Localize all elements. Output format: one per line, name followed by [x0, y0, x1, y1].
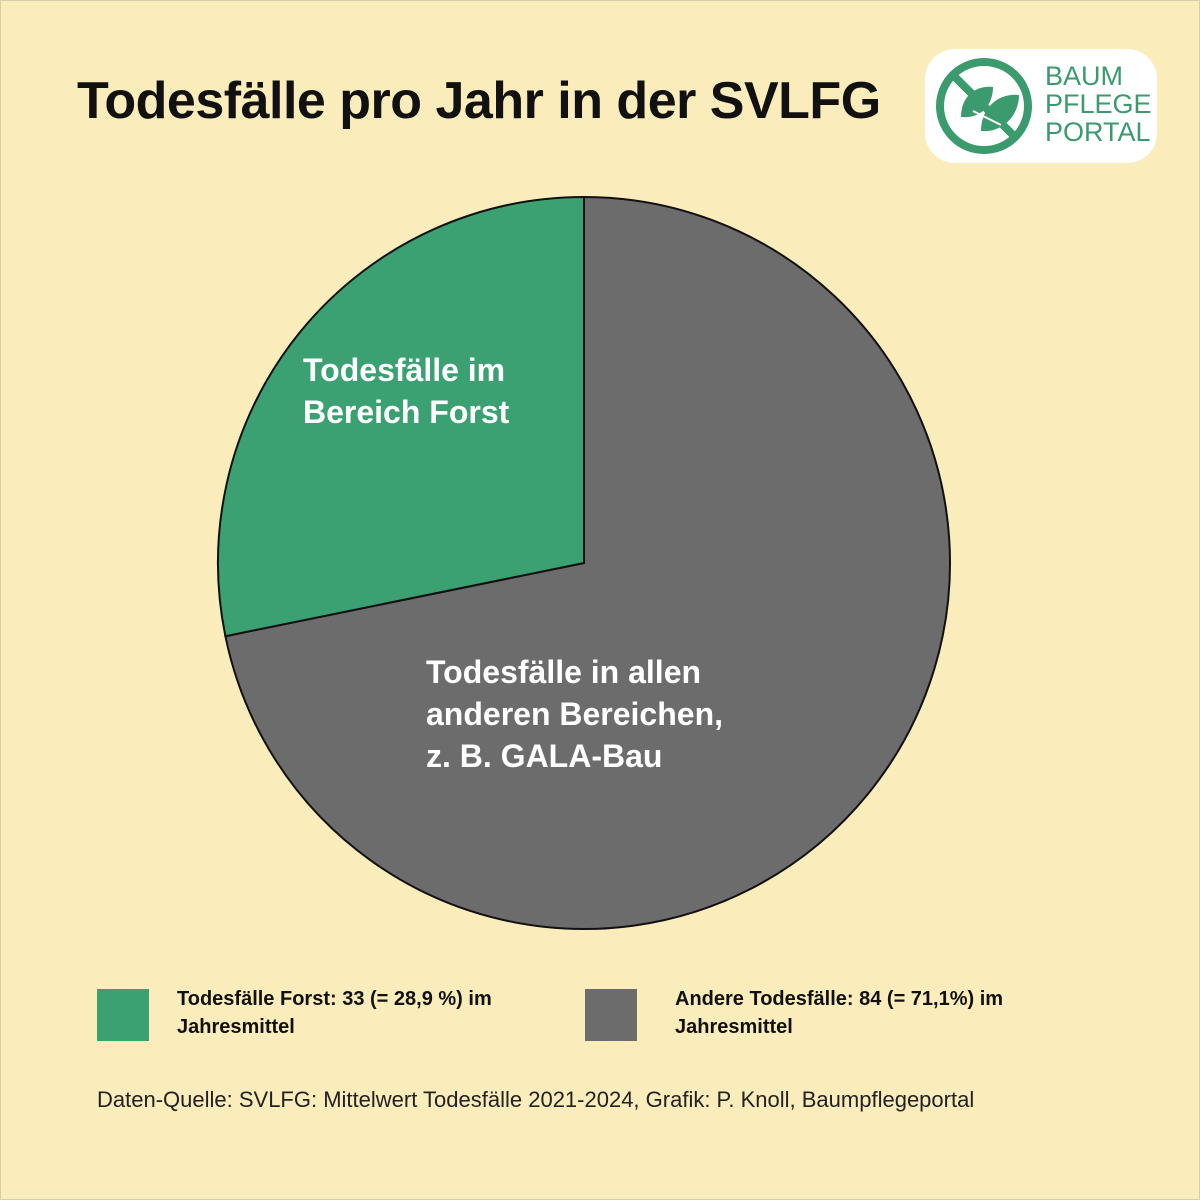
legend-swatch-forst — [97, 989, 149, 1041]
data-source-note: Daten-Quelle: SVLFG: Mittelwert Todesfäl… — [97, 1087, 975, 1112]
legend-swatch-other — [585, 989, 637, 1041]
legend-entry-forst: Todesfälle Forst: 33 (= 28,9 %) im Jahre… — [177, 985, 577, 1041]
chart-title: Todesfälle pro Jahr in der SVLFG — [77, 72, 881, 130]
slice-label-forst-line-1: Todesfälle im — [303, 352, 506, 388]
legend-other-line-1: Andere Todesfälle: 84 (= 71,1%) im — [675, 988, 1004, 1010]
slice-label-forst: Todesfälle im Bereich Forst — [303, 349, 509, 433]
legend-other-line-2: Jahresmittel — [675, 1016, 793, 1038]
legend-entry-other: Andere Todesfälle: 84 (= 71,1%) im Jahre… — [675, 985, 1075, 1041]
logo-line-2: PFLEGE — [1045, 89, 1152, 119]
legend-forst-line-1: Todesfälle Forst: 33 (= 28,9 %) im — [177, 988, 492, 1010]
slice-label-other-line-1: Todesfälle in allen — [426, 654, 702, 690]
logo-line-1: BAUM — [1045, 61, 1124, 91]
pie-slice-other — [224, 195, 951, 930]
pie-slice-forst — [217, 195, 585, 638]
slice-label-forst-line-2: Bereich Forst — [303, 394, 510, 430]
logo-line-3: PORTAL — [1045, 117, 1151, 147]
leaf-icon — [936, 58, 1032, 154]
slice-label-other: Todesfälle in allen anderen Bereichen, z… — [426, 651, 723, 777]
brand-logo: BAUM PFLEGE PORTAL — [925, 49, 1157, 163]
legend-forst-line-2: Jahresmittel — [177, 1016, 295, 1038]
slice-label-other-line-2: anderen Bereichen, — [426, 696, 723, 732]
slice-label-other-line-3: z. B. GALA-Bau — [426, 738, 663, 774]
